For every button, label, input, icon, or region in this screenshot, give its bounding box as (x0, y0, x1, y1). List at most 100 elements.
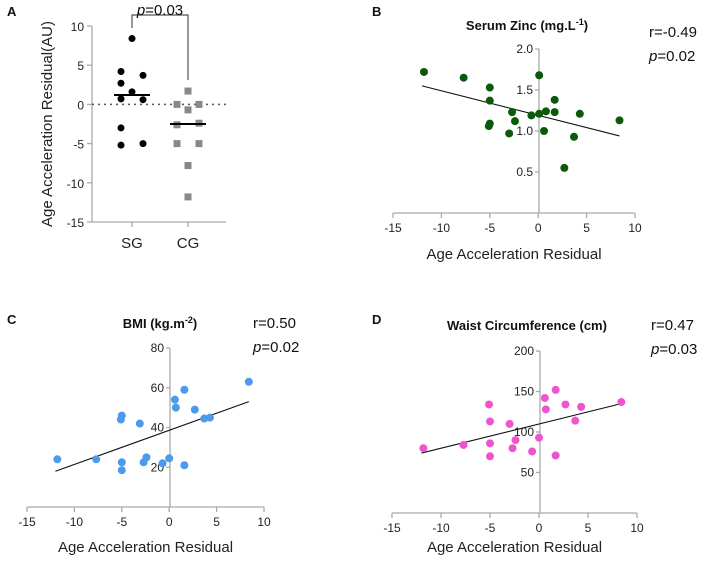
data-point-cg (195, 140, 203, 148)
x-tick-label: 5 (583, 221, 590, 235)
data-point (165, 454, 174, 463)
x-axis-label: Age Acceleration Residual (426, 246, 601, 263)
data-point-sg (139, 140, 147, 148)
data-point (485, 400, 494, 409)
data-point (528, 447, 537, 456)
data-point (570, 132, 579, 141)
data-point (171, 403, 180, 412)
data-point (485, 119, 494, 128)
x-tick-label: 5 (585, 521, 592, 535)
data-point (135, 419, 144, 428)
panel-letter: A (7, 4, 17, 19)
x-tick-label: 0 (536, 521, 543, 535)
data-point-sg (117, 124, 125, 132)
regression-line (55, 401, 250, 472)
y-tick-label: 200 (514, 344, 534, 358)
x-tick-label: 0 (535, 221, 542, 235)
data-point (561, 400, 570, 409)
x-tick-label: 10 (630, 521, 644, 535)
x-tick-label: 10 (628, 221, 642, 235)
r-value: r=-0.49 (649, 24, 697, 41)
p-value: =0.03 (659, 341, 697, 358)
data-point-cg (173, 140, 181, 148)
data-point (505, 129, 514, 138)
data-point (117, 411, 126, 420)
y-tick-label: 150 (514, 385, 534, 399)
data-point-sg (117, 141, 125, 149)
data-point (508, 108, 517, 117)
y-tick-label: 0 (77, 98, 84, 112)
panel-title: Waist Circumference (cm) (447, 318, 607, 333)
data-point-cg (184, 87, 192, 95)
data-point (117, 466, 126, 475)
data-point (419, 444, 428, 453)
p-value: =0.02 (261, 339, 299, 356)
panel-letter: C (7, 312, 17, 327)
data-point-cg (195, 100, 203, 108)
significance-bracket (131, 14, 189, 80)
data-point (459, 73, 468, 82)
data-point (560, 163, 569, 172)
y-tick-label: -10 (67, 177, 85, 191)
x-tick-label: -5 (116, 515, 127, 529)
data-point (541, 405, 550, 414)
title-end: ) (193, 316, 197, 331)
panel-c: C BMI (kg.m-2) r=0.50p=0.02-15 -10 -5 0 5 10204… (7, 312, 299, 556)
data-point (508, 444, 517, 453)
data-point (485, 96, 494, 105)
p-italic: p (136, 2, 145, 19)
data-point (180, 461, 189, 470)
data-point (575, 109, 584, 118)
p-value-annotation: p=0.03 (650, 341, 697, 358)
data-point (180, 385, 189, 394)
p-value-annotation: p=0.03 (136, 2, 183, 19)
y-tick-label: 5 (77, 59, 84, 73)
data-point (550, 95, 559, 104)
data-point (535, 71, 544, 80)
data-point (117, 458, 126, 467)
x-axis-label: Age Acceleration Residual (427, 539, 602, 556)
panel-title: Serum Zinc (mg.L-1) (466, 17, 588, 33)
y-tick-label: 60 (151, 381, 165, 395)
data-point-sg (128, 88, 136, 96)
title-end: ) (584, 18, 588, 33)
y-tick-label: 2.0 (516, 42, 533, 56)
panel-a: A 10 5 0 -5 -15 -10 Age Acceleration Residual(A… (7, 2, 226, 252)
p-italic: p (650, 341, 659, 358)
data-point (170, 395, 179, 404)
x-tick-label: 0 (166, 515, 173, 529)
data-point (540, 393, 549, 402)
data-point-sg (139, 96, 147, 104)
data-point (551, 451, 560, 460)
data-point (486, 452, 494, 461)
data-point-cg (184, 106, 192, 114)
y-tick-label: 40 (151, 421, 165, 435)
x-tick-label: -15 (383, 521, 401, 535)
data-point-sg (128, 35, 136, 43)
data-point (551, 385, 560, 394)
x-tick-label: -15 (384, 221, 402, 235)
data-point (486, 439, 494, 448)
data-point (505, 419, 514, 428)
panel-title: BMI (kg.m-2) (123, 315, 197, 331)
y-tick-label: 80 (151, 341, 165, 355)
data-point-sg (117, 79, 125, 87)
data-point (419, 67, 428, 76)
data-point-cg (184, 193, 192, 201)
x-tick-label: -10 (433, 221, 451, 235)
x-tick-label: SG (121, 235, 143, 252)
p-value: =0.03 (145, 2, 183, 19)
r-value: r=0.47 (651, 317, 694, 334)
y-tick-label: -15 (67, 216, 85, 230)
data-point (190, 405, 199, 414)
data-point-sg (117, 95, 125, 103)
x-tick-label: -5 (485, 521, 496, 535)
p-value-annotation: p=0.02 (252, 339, 299, 356)
data-point (205, 413, 214, 422)
p-italic: p (252, 339, 261, 356)
data-point (53, 455, 62, 464)
panel-d: D Waist Circumference (cm) r=0.47 p=0.03 -15… (372, 312, 697, 556)
y-axis-label: Age Acceleration Residual(AU) (39, 21, 56, 227)
